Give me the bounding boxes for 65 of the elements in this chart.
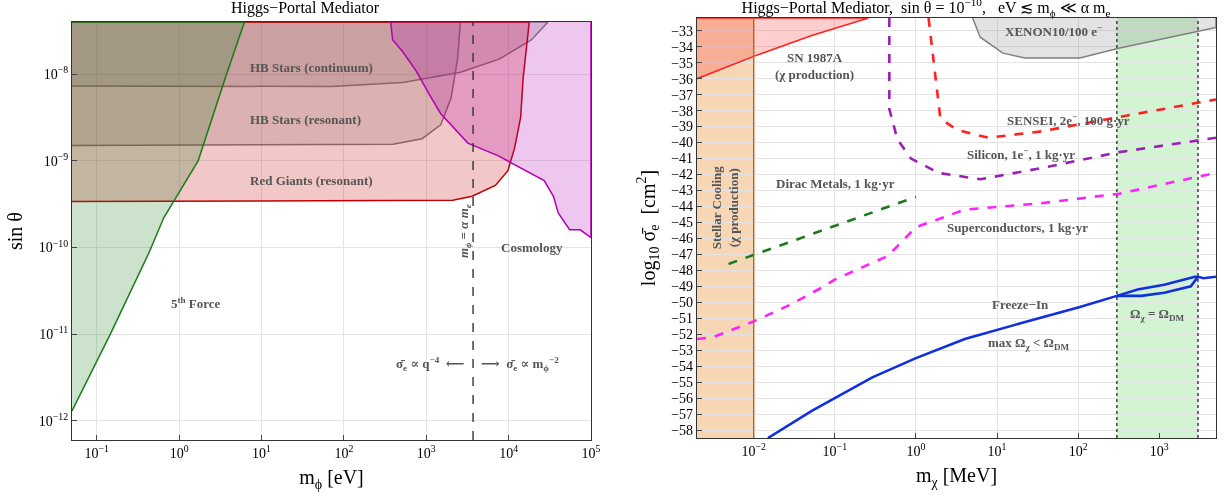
band-label: Ω$_{χ}$ = Ω$_{DM}$	[1130, 306, 1185, 323]
x-tick-label: 10$^{2}$	[334, 443, 354, 461]
x-tick-label: 10$^{2}$	[1068, 441, 1088, 459]
chart-title: Higgs−Portal Mediator, sin θ = 10$^{−10}$, eV ≲ m$_{ϕ}$ ≪ α m$_{e}$	[741, 0, 1111, 19]
y-tick-label: −44	[671, 199, 694, 215]
x-tick-label: 10$^{0}$	[906, 441, 926, 459]
annotation: HB Stars (continuum)	[250, 60, 373, 75]
x-axis-title: m$_{ϕ}$ [eV]	[299, 466, 364, 492]
y-tick-label: −45	[671, 215, 694, 231]
annotation: σ̄$_{e}$ ∝ q$^{−4}$ ⟵	[396, 355, 465, 374]
y-tick-label: −35	[671, 55, 694, 71]
annotation: XENON10/100 e$^{−}$	[1005, 23, 1103, 40]
annotation: Red Giants (resonant)	[250, 173, 373, 188]
annotation: Cosmology	[501, 240, 563, 255]
annotation: Superconductors, 1 kg·yr	[947, 220, 1089, 235]
y-tick-label: −40	[671, 135, 694, 151]
y-tick-label: −39	[671, 119, 694, 135]
y-tick-label: −34	[671, 39, 694, 55]
annotation: Freeze−In	[992, 297, 1050, 312]
y-tick-label: −43	[671, 183, 694, 199]
y-tick-label: −49	[671, 279, 694, 295]
x-tick-label: 10$^{−1}$	[822, 441, 848, 459]
y-tick-label: −54	[671, 359, 694, 375]
y-tick-label: −36	[671, 71, 694, 87]
annotation: SN 1987A (χ production)	[775, 50, 855, 82]
x-tick-label: 10$^{−2}$	[741, 441, 767, 459]
y-tick-label: −41	[671, 151, 694, 167]
y-tick-label: −51	[671, 311, 694, 327]
y-tick-label: 10$^{−9}$	[43, 150, 69, 169]
y-tick-label: −57	[671, 406, 694, 422]
y-tick-label: −38	[671, 103, 694, 119]
y-tick-label: 10$^{−8}$	[43, 64, 69, 83]
x-tick-label: 10$^{0}$	[169, 443, 189, 461]
annotation: SENSEI, 2e$^{−}$, 100 g·yr	[1007, 112, 1130, 129]
y-tick-label: 10$^{−10}$	[38, 237, 69, 256]
x-tick-label: 10$^{3}$	[1149, 441, 1169, 459]
y-tick-label: −52	[671, 327, 694, 343]
x-tick-label: 10$^{1}$	[252, 443, 272, 461]
y-tick-label: 10$^{−11}$	[39, 324, 69, 343]
annotation: HB Stars (resonant)	[250, 112, 361, 127]
y-tick-label: −48	[671, 263, 694, 279]
annotation: Dirac Metals, 1 kg·yr	[776, 176, 895, 191]
x-tick-label: 10$^{−1}$	[84, 443, 110, 461]
y-tick-label: −58	[671, 422, 694, 438]
x-tick-label: 10$^{3}$	[416, 443, 436, 461]
chart-title: Higgs−Portal Mediator	[230, 0, 380, 18]
y-tick-label: 10$^{−12}$	[38, 410, 69, 429]
x-tick-label: 10$^{4}$	[499, 443, 519, 461]
band-label: Stellar Cooling (χ production)	[709, 165, 742, 250]
x-tick-label: 10$^{5}$	[581, 443, 601, 461]
y-tick-label: −50	[671, 295, 694, 311]
y-tick-label: −33	[671, 23, 694, 39]
y-tick-label: −56	[671, 390, 694, 406]
y-tick-label: −37	[671, 87, 694, 103]
x-tick-label: 10$^{1}$	[987, 441, 1007, 459]
annotation: Silicon, 1e$^{−}$, 1 kg·yr	[967, 146, 1076, 163]
annotation: 5$^{th}$ Force	[171, 295, 221, 312]
y-axis-title: sin θ	[4, 212, 27, 250]
annotation: max Ω$_{χ}$ < Ω$_{DM}$	[988, 335, 1070, 352]
y-tick-label: −47	[671, 247, 694, 263]
y-tick-label: −46	[671, 231, 694, 247]
x-axis-title: m$_{χ}$ [MeV]	[915, 464, 998, 490]
y-tick-label: −55	[671, 375, 694, 391]
y-tick-label: −42	[671, 167, 694, 183]
y-tick-label: −53	[671, 343, 694, 359]
